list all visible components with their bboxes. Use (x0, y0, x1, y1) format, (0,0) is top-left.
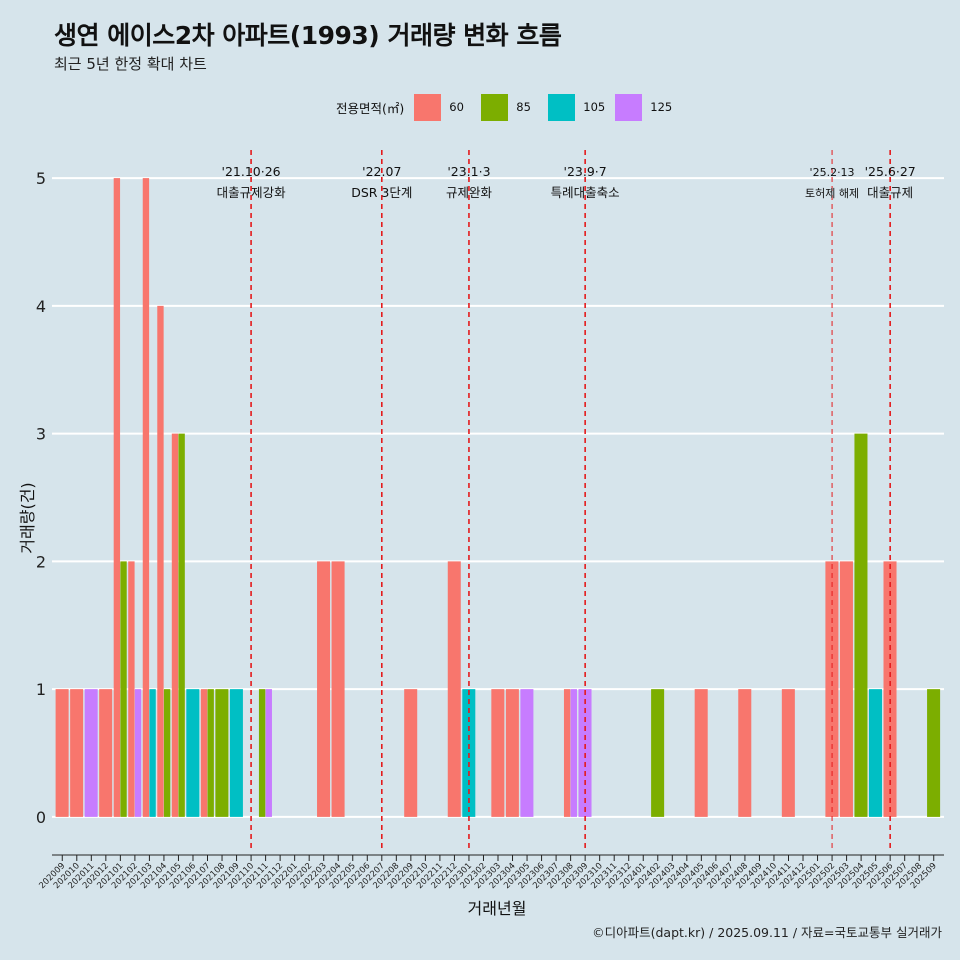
y-tick-label: 3 (36, 425, 46, 444)
y-tick-label: 2 (36, 552, 46, 571)
legend-swatch-105 (548, 93, 576, 121)
bar-60-202411 (781, 689, 795, 817)
annotation-text-202309: 특례대출축소 (551, 185, 620, 200)
bar-60-202209 (404, 689, 418, 817)
legend-item-60: 60 (414, 93, 473, 121)
bar-60-202104 (157, 305, 164, 817)
legend-item-125: 125 (615, 93, 674, 121)
bar-60-202503 (839, 561, 853, 817)
bar-105-202103 (149, 689, 156, 817)
bar-60-202009 (55, 689, 69, 817)
chart-title: 생연 에이스2차 아파트(1993) 거래량 변화 흐름 (54, 21, 562, 50)
bar-60-202107 (200, 689, 208, 817)
bar-85-202504 (854, 433, 868, 817)
y-tick-label: 4 (36, 297, 46, 316)
bar-60-202204 (331, 561, 345, 817)
legend-swatch-85 (481, 93, 509, 121)
legend-item-85: 85 (481, 93, 540, 121)
annotation-date-202110: '21.10·26 (222, 164, 281, 179)
annotation-date-202207: '22.07 (362, 164, 401, 179)
annotation-date-202301: '23.1·3 (447, 164, 490, 179)
annotation-text-202506: 대출규제 (867, 185, 913, 200)
bars-layer (55, 178, 941, 817)
legend-title: 전용면적(㎡) (336, 100, 405, 116)
chart-subtitle: 최근 5년 한정 확대 차트 (54, 55, 207, 73)
bar-85-202105 (178, 433, 185, 817)
bar-105-202505 (868, 689, 883, 817)
bar-125-202305 (520, 689, 534, 817)
y-axis-title: 거래량(건) (18, 482, 37, 553)
bar-60-202502 (825, 561, 839, 817)
bar-85-202101 (120, 561, 127, 817)
legend-label-125: 125 (650, 100, 673, 114)
bar-60-202303 (491, 689, 505, 817)
annotation-date-202309: '23.9·7 (564, 164, 607, 179)
x-axis-title: 거래년월 (468, 899, 527, 918)
bar-60-202102 (128, 561, 135, 817)
bar-85-202509 (927, 689, 941, 817)
bar-60-202308 (563, 689, 571, 817)
bar-85-202104 (163, 689, 171, 817)
annotation-text-202301: 규제완화 (446, 185, 493, 200)
annotation-text-202502: 토허제 해제 (805, 186, 859, 200)
bar-60-202405 (694, 689, 708, 817)
bar-60-202012 (99, 689, 113, 817)
bar-60-202105 (171, 433, 179, 817)
bar-60-202101 (113, 178, 121, 817)
bar-85-202107 (207, 689, 214, 817)
legend-item-105: 105 (548, 93, 607, 121)
bar-60-202212 (447, 561, 461, 817)
bar-125-202011 (84, 689, 98, 817)
bar-60-202103 (142, 178, 150, 817)
bar-125-202308 (570, 689, 577, 817)
source-caption: ©디아파트(dapt.kr) / 2025.09.11 / 자료=국토교통부 실… (592, 925, 942, 940)
bar-85-202402 (651, 689, 665, 817)
annotation-text-202110: 대출규제강화 (217, 185, 287, 200)
legend-label-60: 60 (449, 100, 464, 114)
y-tick-label: 1 (36, 680, 46, 699)
legend-swatch-125 (615, 93, 643, 121)
bar-60-202304 (505, 689, 519, 817)
annotation-layer: '21.10·26 대출규제강화 '22.07 DSR 3단계 '23.1·3 규제완화 '… (217, 150, 916, 852)
bar-60-202408 (738, 689, 752, 817)
legend-label-105: 105 (583, 100, 606, 114)
bar-85-202111 (258, 689, 266, 817)
y-tick-label: 5 (36, 169, 46, 188)
legend-swatch-60 (414, 93, 442, 121)
bar-105-202106 (186, 689, 200, 817)
bar-125-202111 (265, 689, 272, 817)
bar-85-202108 (215, 689, 229, 817)
bar-60-202203 (317, 561, 331, 817)
bar-60-202010 (70, 689, 84, 817)
annotation-text-202207: DSR 3단계 (351, 185, 412, 200)
annotation-date-202506: '25.6·27 (865, 164, 916, 179)
y-tick-label: 0 (36, 808, 46, 827)
bar-60-202506 (883, 561, 897, 817)
annotation-date-202502: '25.2·13 (810, 166, 855, 179)
bar-125-202102 (134, 689, 142, 817)
legend-label-85: 85 (516, 100, 531, 114)
legend: 전용면적(㎡) 60 85 105 125 (336, 92, 682, 122)
bar-105-202109 (229, 689, 243, 817)
